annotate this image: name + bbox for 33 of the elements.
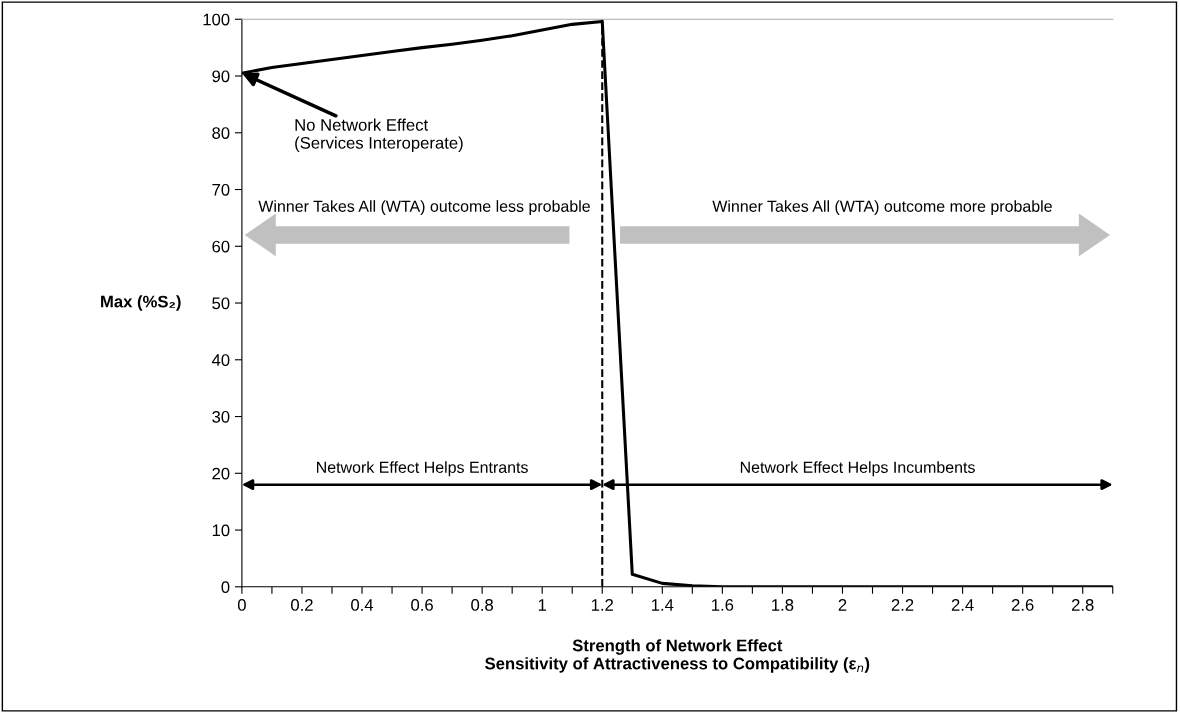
x-tick-label: 2 <box>838 599 847 611</box>
annotation: Winner Takes All (WTA) outcome less probable <box>258 200 590 216</box>
x-tick-label: 1 <box>538 599 547 611</box>
y-tick-label: 0 <box>221 581 230 593</box>
y-tick-label: 40 <box>211 354 230 366</box>
y-axis-title: Max (%S₂) <box>101 295 181 311</box>
x-tick-label: 1.2 <box>591 599 613 611</box>
x-tick-label: 0.6 <box>411 599 433 611</box>
x-tick-label: 1.4 <box>651 599 674 611</box>
annotation: No Network Effect (Services Interoperate) <box>295 118 463 153</box>
annotation: Winner Takes All (WTA) outcome more probable <box>712 200 1052 216</box>
x-tick-label: 2.8 <box>1071 599 1094 611</box>
x-tick-label: 0.2 <box>291 599 313 611</box>
x-tick-label: 2.2 <box>891 599 914 611</box>
x-tick-label: 0.4 <box>351 599 374 611</box>
y-tick-label: 90 <box>212 70 230 83</box>
x-axis-title: Strength of Network Effect Sensitivity of Attractiveness to Compatibility (ε$_{n}$) <box>485 639 870 673</box>
y-tick-label: 30 <box>212 410 230 423</box>
y-tick-label: 60 <box>212 240 230 253</box>
x-tick-label: 0.8 <box>471 599 493 611</box>
x-tick-label: 2.6 <box>1011 599 1034 611</box>
annotation: Network Effect Helps Incumbents <box>740 461 975 477</box>
y-tick-label: 80 <box>212 127 230 139</box>
x-tick-label: 1.8 <box>772 599 794 611</box>
x-tick-label: 1.6 <box>712 599 734 611</box>
y-tick-label: 70 <box>212 183 230 196</box>
y-tick-label: 50 <box>212 297 230 310</box>
x-tick-label: 2.4 <box>951 599 974 611</box>
x-tick-label: 0 <box>237 599 246 611</box>
y-tick-label: 20 <box>212 467 230 480</box>
annotation: Network Effect Helps Entrants <box>317 461 528 477</box>
y-tick-label: 10 <box>212 524 230 537</box>
y-tick-label: 100 <box>203 13 230 26</box>
